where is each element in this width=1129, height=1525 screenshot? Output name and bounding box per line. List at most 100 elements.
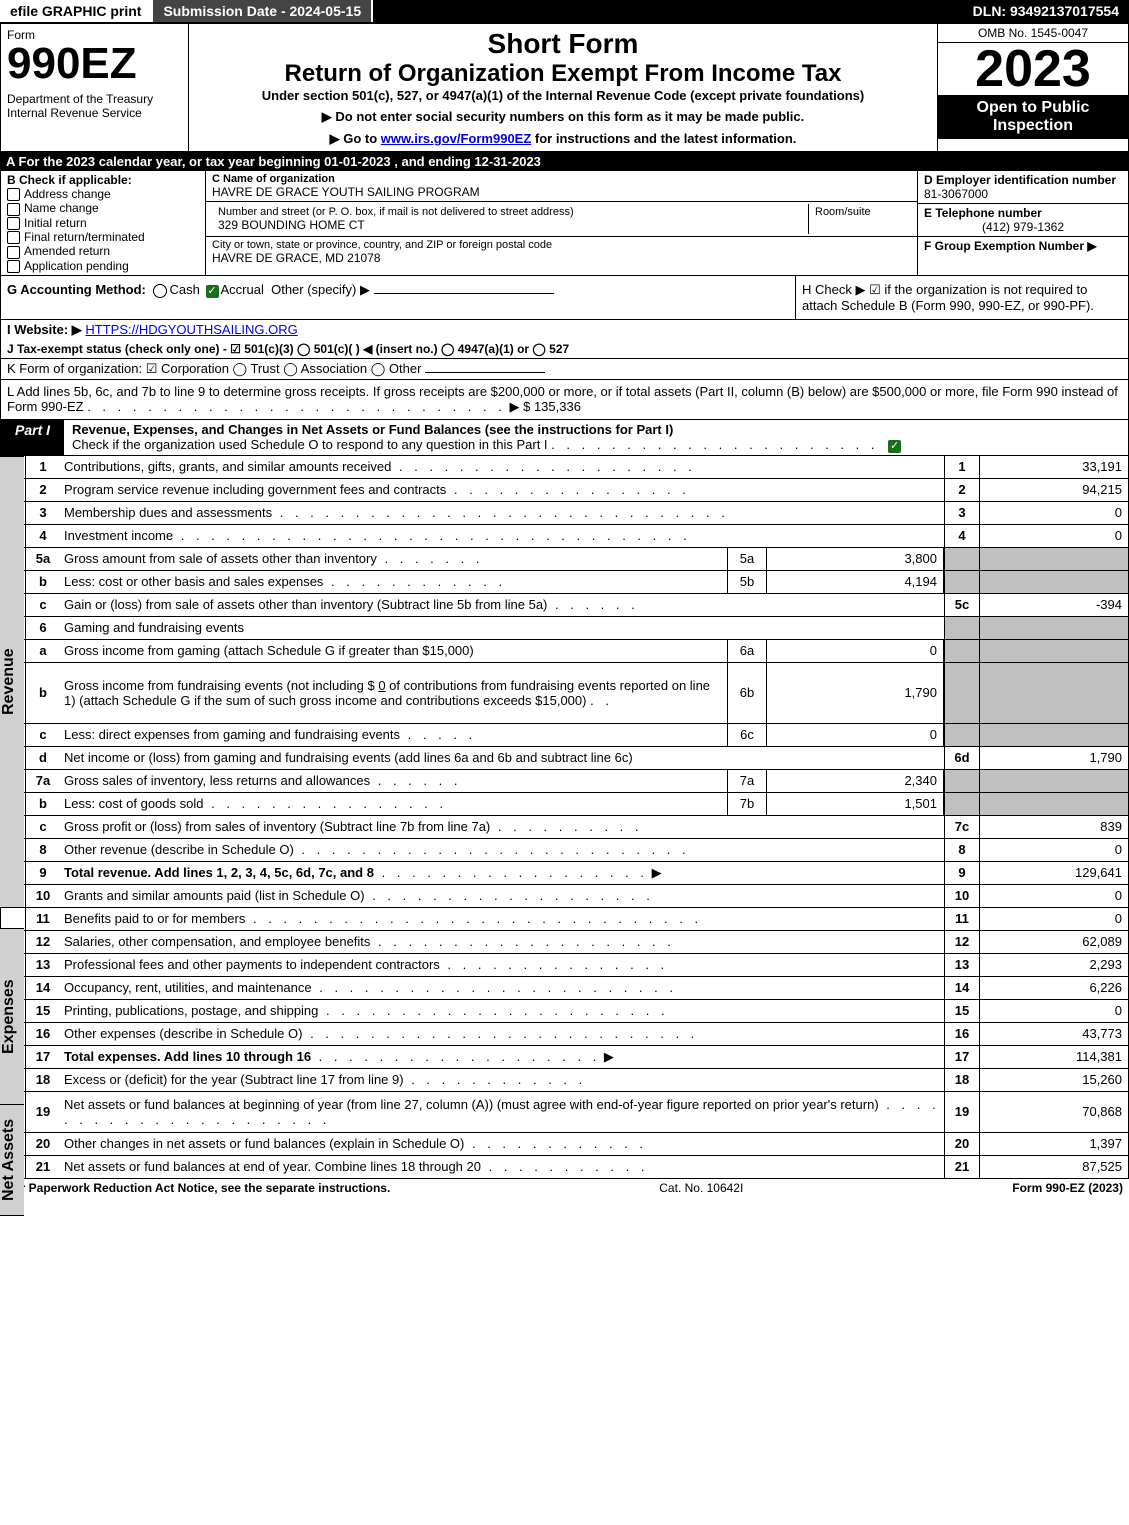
line-2: 2 Program service revenue including gove… — [1, 479, 1128, 502]
header-middle: Short Form Return of Organization Exempt… — [189, 24, 937, 151]
K-other-blank[interactable] — [425, 372, 545, 373]
line-13: 13 Professional fees and other payments … — [1, 954, 1128, 977]
line-5c: c Gain or (loss) from sale of assets oth… — [1, 594, 1128, 617]
group-exemption-label: F Group Exemption Number ▶ — [924, 239, 1097, 253]
chk-initial-return[interactable]: Initial return — [7, 216, 199, 230]
check-schedule-o[interactable]: ✓ — [888, 440, 901, 453]
check-accrual[interactable]: ✓ — [206, 285, 219, 298]
row-J-tax-exempt: J Tax-exempt status (check only one) - ☑… — [0, 340, 1129, 359]
line-4: 4 Investment income . . . . . . . . . . … — [1, 525, 1128, 548]
room-label: Room/suite — [815, 206, 905, 218]
row-K-form-of-org: K Form of organization: ☑ Corporation ◯ … — [0, 359, 1129, 380]
line-6b: b Gross income from fundraising events (… — [1, 663, 1128, 724]
chk-address-change[interactable]: Address change — [7, 187, 199, 201]
line-5b: b Less: cost or other basis and sales ex… — [1, 571, 1128, 594]
footer-mid: Cat. No. 10642I — [659, 1181, 743, 1195]
ein-value: 81-3067000 — [924, 187, 1122, 201]
open-to-public: Open to Public Inspection — [938, 95, 1128, 139]
line-6c: c Less: direct expenses from gaming and … — [1, 724, 1128, 747]
header-right: OMB No. 1545-0047 2023 Open to Public In… — [937, 24, 1128, 151]
line-7a: 7a Gross sales of inventory, less return… — [1, 770, 1128, 793]
G-label: G Accounting Method: — [7, 282, 146, 297]
col-B: B Check if applicable: Address change Na… — [1, 171, 206, 275]
line-11: 11 Benefits paid to or for members . . .… — [1, 908, 1128, 931]
footer-right: Form 990-EZ (2023) — [1012, 1181, 1123, 1195]
efile-print-label[interactable]: efile GRAPHIC print — [0, 0, 153, 22]
city-value: HAVRE DE GRACE, MD 21078 — [212, 251, 911, 265]
submission-date-label: Submission Date - 2024-05-15 — [153, 0, 373, 22]
row-I-website: I Website: ▶ HTTPS://HDGYOUTHSAILING.ORG — [0, 320, 1129, 340]
org-name-value: HAVRE DE GRACE YOUTH SAILING PROGRAM — [212, 185, 911, 199]
line-17: 17 Total expenses. Add lines 10 through … — [1, 1046, 1128, 1069]
goto-post: for instructions and the latest informat… — [531, 131, 796, 146]
page-footer: For Paperwork Reduction Act Notice, see … — [0, 1179, 1129, 1197]
part-I-title: Revenue, Expenses, and Changes in Net As… — [64, 420, 1128, 455]
part-I-grid: Revenue Expenses Net Assets 1 Contributi… — [0, 456, 1129, 1179]
website-link[interactable]: HTTPS://HDGYOUTHSAILING.ORG — [85, 322, 297, 337]
line-6b-amount: 0 — [378, 678, 385, 693]
dept-treasury: Department of the Treasury — [7, 92, 182, 106]
tel-label: E Telephone number — [924, 206, 1122, 220]
tax-year: 2023 — [938, 43, 1128, 95]
line-6d: d Net income or (loss) from gaming and f… — [1, 747, 1128, 770]
under-section-text: Under section 501(c), 527, or 4947(a)(1)… — [195, 88, 931, 103]
line-6: 6 Gaming and fundraising events — [1, 617, 1128, 640]
return-title: Return of Organization Exempt From Incom… — [195, 60, 931, 88]
J-text: J Tax-exempt status (check only one) - ☑… — [7, 342, 569, 356]
street-value: 329 BOUNDING HOME CT — [218, 218, 802, 232]
street-label: Number and street (or P. O. box, if mail… — [218, 206, 802, 218]
line-16: 16 Other expenses (describe in Schedule … — [1, 1023, 1128, 1046]
form-number: 990EZ — [7, 42, 182, 86]
col-D: D Employer identification number 81-3067… — [917, 171, 1128, 275]
line-18: 18 Excess or (deficit) for the year (Sub… — [1, 1069, 1128, 1092]
H-schedule-b: H Check ▶ ☑ if the organization is not r… — [795, 276, 1128, 319]
line-5a: 5a Gross amount from sale of assets othe… — [1, 548, 1128, 571]
street-row: Number and street (or P. O. box, if mail… — [206, 202, 917, 237]
line-3: 3 Membership dues and assessments . . . … — [1, 502, 1128, 525]
goto-instructions: ▶ Go to www.irs.gov/Form990EZ for instru… — [195, 131, 931, 147]
section-B-C-D: B Check if applicable: Address change Na… — [0, 171, 1129, 276]
L-amount: 135,336 — [534, 399, 581, 414]
line-A: A For the 2023 calendar year, or tax yea… — [0, 152, 1129, 171]
row-L-gross-receipts: L Add lines 5b, 6c, and 7b to line 9 to … — [0, 380, 1129, 420]
line-19: 19 Net assets or fund balances at beginn… — [1, 1092, 1128, 1133]
tel-block: E Telephone number (412) 979-1362 — [918, 204, 1128, 237]
col-C: C Name of organization HAVRE DE GRACE YO… — [206, 171, 917, 275]
radio-cash[interactable] — [153, 284, 167, 298]
top-bar: efile GRAPHIC print Submission Date - 20… — [0, 0, 1129, 23]
line-8: 8 Other revenue (describe in Schedule O)… — [1, 839, 1128, 862]
short-form-title: Short Form — [195, 28, 931, 60]
ein-block: D Employer identification number 81-3067… — [918, 171, 1128, 204]
line-7b: b Less: cost of goods sold . . . . . . .… — [1, 793, 1128, 816]
part-I-header: Part I Revenue, Expenses, and Changes in… — [0, 420, 1129, 456]
expenses-tab: Expenses — [0, 928, 24, 1106]
other-specify-blank[interactable] — [374, 293, 554, 294]
line-14: 14 Occupancy, rent, utilities, and maint… — [1, 977, 1128, 1000]
accrual-label: Accrual — [221, 282, 264, 297]
cash-label: Cash — [170, 282, 200, 297]
line-6a: a Gross income from gaming (attach Sched… — [1, 640, 1128, 663]
line-10: 10 Grants and similar amounts paid (list… — [1, 885, 1128, 908]
form-header: Form 990EZ Department of the Treasury In… — [0, 23, 1129, 152]
B-label: B Check if applicable: — [7, 173, 199, 187]
irs-link[interactable]: www.irs.gov/Form990EZ — [381, 131, 532, 146]
group-exemption-block: F Group Exemption Number ▶ — [918, 237, 1128, 255]
accounting-method: G Accounting Method: Cash ✓Accrual Other… — [1, 276, 795, 319]
chk-amended-return[interactable]: Amended return — [7, 244, 199, 258]
part-I-tag: Part I — [1, 420, 64, 455]
row-G-H: G Accounting Method: Cash ✓Accrual Other… — [0, 276, 1129, 320]
chk-application-pending[interactable]: Application pending — [7, 259, 199, 273]
line-20: 20 Other changes in net assets or fund b… — [1, 1133, 1128, 1156]
line-21: 21 Net assets or fund balances at end of… — [1, 1156, 1128, 1179]
chk-final-return[interactable]: Final return/terminated — [7, 230, 199, 244]
part-I-check-line: Check if the organization used Schedule … — [72, 437, 548, 452]
netassets-tab: Net Assets — [0, 1104, 24, 1216]
line-9: 9 Total revenue. Add lines 1, 2, 3, 4, 5… — [1, 862, 1128, 885]
line-15: 15 Printing, publications, postage, and … — [1, 1000, 1128, 1023]
chk-name-change[interactable]: Name change — [7, 201, 199, 215]
org-name-row: C Name of organization HAVRE DE GRACE YO… — [206, 171, 917, 202]
other-label: Other (specify) ▶ — [271, 282, 370, 297]
line-7c: c Gross profit or (loss) from sales of i… — [1, 816, 1128, 839]
ssn-warning: ▶ Do not enter social security numbers o… — [195, 109, 931, 125]
L-amount-prefix: ▶ $ — [509, 399, 533, 414]
